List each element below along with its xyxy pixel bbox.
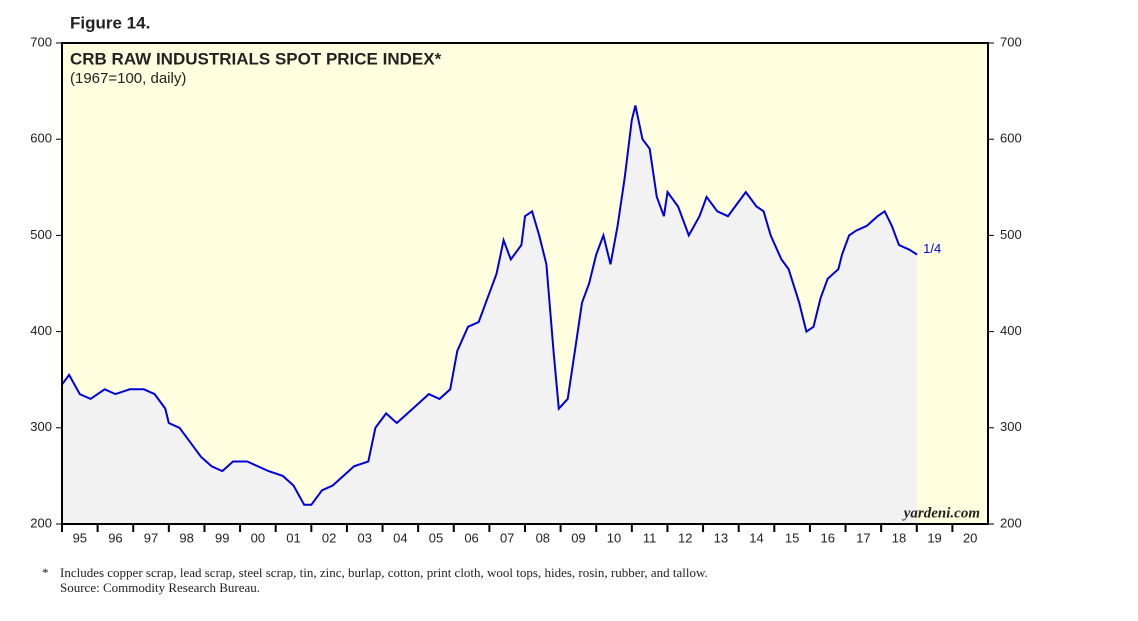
source: Source: Commodity Research Bureau. xyxy=(60,580,260,595)
x-tick-label: 07 xyxy=(500,530,514,545)
x-tick-label: 18 xyxy=(892,530,906,545)
x-tick-label: 06 xyxy=(464,530,478,545)
x-tick-label: 01 xyxy=(286,530,300,545)
x-tick-label: 11 xyxy=(643,530,657,545)
figure-label: Figure 14. xyxy=(70,13,150,32)
y-tick-label: 700 xyxy=(30,34,52,49)
y2-tick-label: 700 xyxy=(1000,34,1022,49)
x-tick-label: 98 xyxy=(179,530,193,545)
y-tick-label: 500 xyxy=(30,227,52,242)
x-tick-label: 10 xyxy=(607,530,621,545)
chart-title: CRB RAW INDUSTRIALS SPOT PRICE INDEX* xyxy=(70,49,442,68)
y-tick-label: 400 xyxy=(30,323,52,338)
x-tick-label: 02 xyxy=(322,530,336,545)
x-tick-label: 04 xyxy=(393,530,407,545)
x-tick-label: 14 xyxy=(749,530,763,545)
footnote-marker: * xyxy=(42,565,49,580)
line xyxy=(61,105,918,506)
x-tick-label: 15 xyxy=(785,530,799,545)
y2-tick-label: 200 xyxy=(1000,515,1022,530)
y-tick-label: 600 xyxy=(30,131,52,146)
area xyxy=(62,105,918,524)
y2-tick-label: 600 xyxy=(1000,131,1022,146)
x-tick-label: 05 xyxy=(429,530,443,545)
y2-tick-label: 300 xyxy=(1000,419,1022,434)
y-tick-label: 200 xyxy=(30,515,52,530)
x-tick-label: 20 xyxy=(963,530,977,545)
last-value-label: 1/4 xyxy=(923,241,941,256)
footnote: Includes copper scrap, lead scrap, steel… xyxy=(60,565,708,580)
x-tick-label: 17 xyxy=(856,530,870,545)
x-tick-label: 12 xyxy=(678,530,692,545)
x-tick-label: 19 xyxy=(927,530,941,545)
y2-tick-label: 400 xyxy=(1000,323,1022,338)
watermark: yardeni.com xyxy=(902,505,980,521)
x-tick-label: 03 xyxy=(357,530,371,545)
x-tick-label: 13 xyxy=(714,530,728,545)
y-tick-label: 300 xyxy=(30,419,52,434)
x-tick-label: 96 xyxy=(108,530,122,545)
x-tick-label: 97 xyxy=(144,530,158,545)
y2-tick-label: 500 xyxy=(1000,227,1022,242)
chart-subtitle: (1967=100, daily) xyxy=(70,70,186,87)
x-tick-label: 16 xyxy=(820,530,834,545)
x-tick-label: 08 xyxy=(536,530,550,545)
x-tick-label: 00 xyxy=(251,530,265,545)
x-tick-label: 09 xyxy=(571,530,585,545)
x-tick-label: 95 xyxy=(73,530,87,545)
x-tick-label: 99 xyxy=(215,530,229,545)
